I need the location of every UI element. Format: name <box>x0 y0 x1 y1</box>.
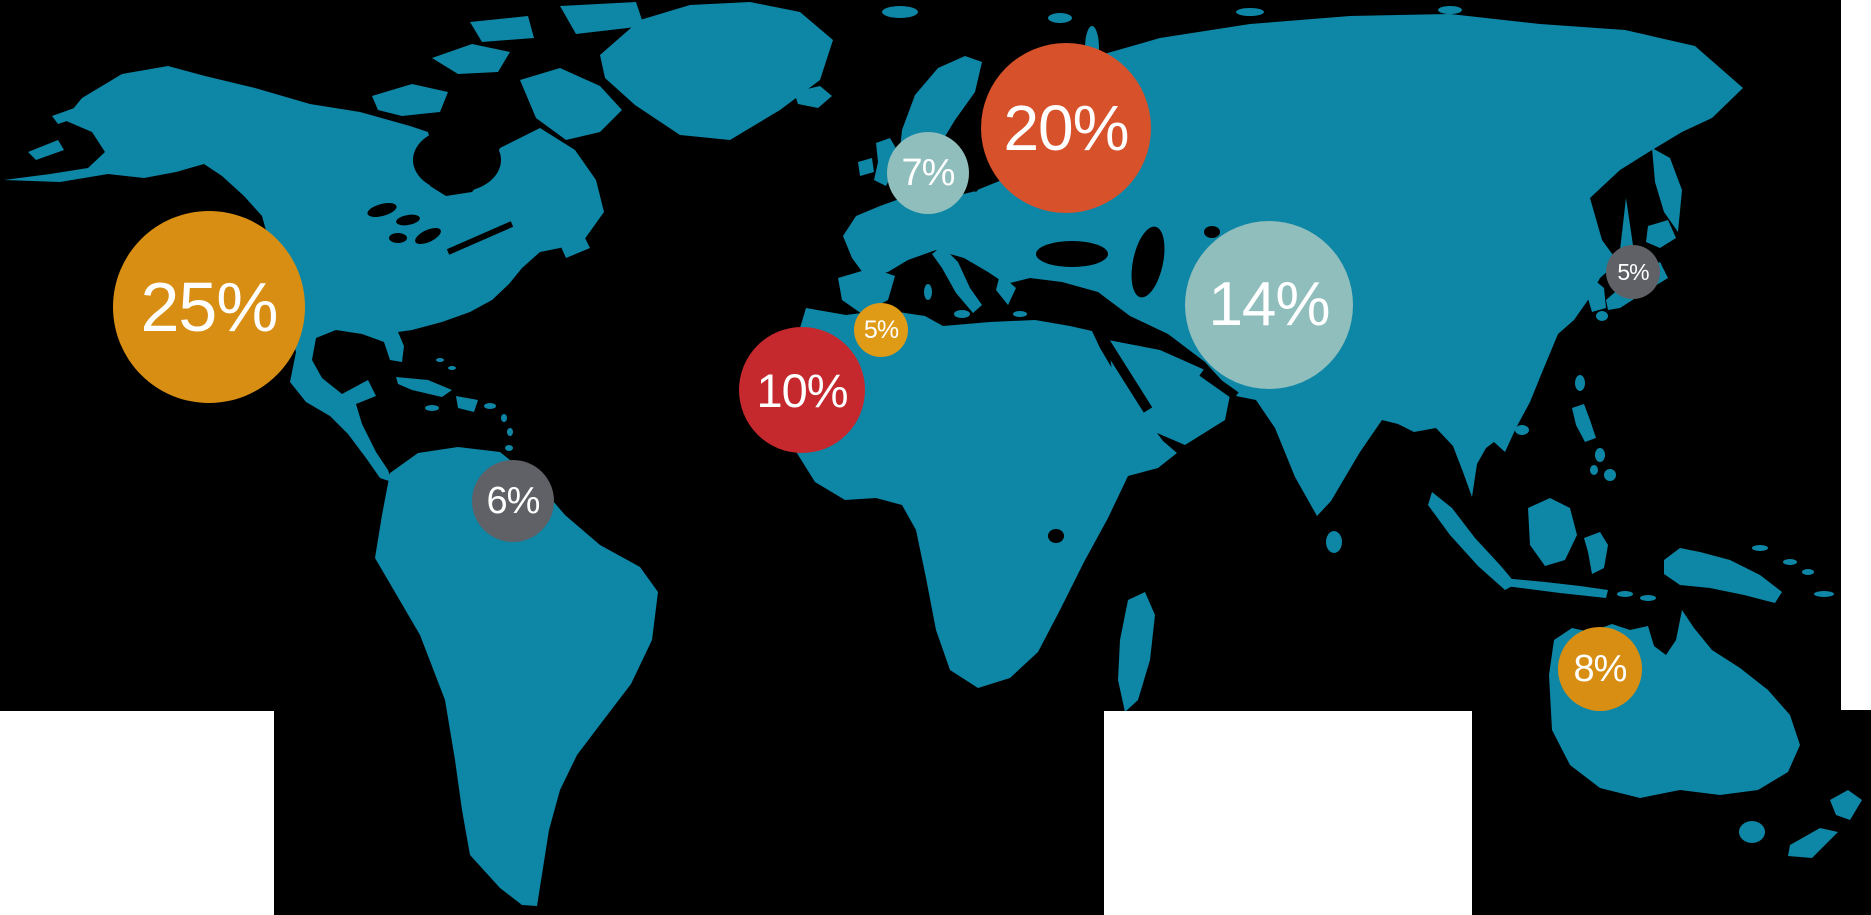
landmass-africa <box>785 308 1177 688</box>
aral-sea-water <box>1204 226 1220 238</box>
landmass-lesser-sunda-2 <box>1640 595 1656 601</box>
landmass-solomons-2 <box>1802 569 1814 575</box>
landmass-bahamas-2 <box>448 366 456 370</box>
hudson-bay-water <box>413 128 501 192</box>
red-sea-water <box>1095 331 1153 413</box>
bubble-australia: 8% <box>1558 627 1642 711</box>
landmass-sicily <box>954 310 970 318</box>
landmass-seward <box>52 106 82 124</box>
landmass-philippines-2 <box>1595 448 1605 462</box>
landmass-hokkaido <box>1646 220 1676 248</box>
landmass-italy <box>932 246 982 313</box>
bubble-eastern-europe-russia: 20% <box>981 43 1151 213</box>
landmass-newfoundland <box>558 232 590 258</box>
black-sea-water <box>1036 241 1108 267</box>
landmass-arctic-islands-1 <box>372 84 448 116</box>
landmass-svalbard <box>882 6 918 18</box>
landmass-new-zealand-north <box>1830 790 1862 820</box>
landmass-puerto-rico <box>484 403 496 409</box>
landmass-kamchatka <box>1652 148 1682 232</box>
landmass-ellesmere <box>560 2 644 34</box>
landmass-bahamas-1 <box>436 358 444 362</box>
landmass-antilles-3 <box>505 445 513 451</box>
landmass-java <box>1502 578 1608 598</box>
landmass-philippines-3 <box>1604 469 1616 481</box>
great-lake-3 <box>415 227 441 245</box>
landmass-kyushu <box>1596 311 1608 321</box>
st-lawrence-water <box>446 221 514 255</box>
landmass-arctic-islands-3 <box>470 16 534 42</box>
landmass-arctic-isle-1 <box>1048 13 1072 23</box>
landmass-new-guinea <box>1664 548 1782 603</box>
landmass-arctic-islands-2 <box>432 44 510 74</box>
landmass-south-america <box>375 447 658 906</box>
bubble-japan: 5% <box>1606 245 1660 299</box>
landmass-madagascar <box>1118 592 1155 712</box>
white-block-right <box>1841 0 1871 710</box>
landmass-crete <box>1013 311 1027 317</box>
landmass-baffin-island <box>520 68 622 140</box>
caspian-sea-water <box>1131 226 1165 298</box>
landmass-hispaniola <box>456 396 478 412</box>
landmass-bismarck <box>1752 545 1768 551</box>
great-lake-4 <box>389 233 407 243</box>
landmass-tasmania <box>1739 821 1765 843</box>
landmass-korea <box>1586 278 1606 312</box>
landmass-hainan <box>1515 425 1529 435</box>
bubble-south-america: 6% <box>472 460 554 542</box>
great-lake-1 <box>367 203 397 217</box>
landmass-new-zealand-south <box>1788 828 1838 858</box>
landmass-alaska-prong <box>28 140 64 160</box>
landmass-sulawesi <box>1584 532 1608 574</box>
landmass-sumatra <box>1428 492 1516 590</box>
landmass-philippines-luzon <box>1572 404 1596 442</box>
landmass-arabia <box>1108 340 1230 445</box>
landmass-philippines-4 <box>1590 465 1598 475</box>
landmass-ireland <box>858 158 874 176</box>
landmass-greenland <box>600 2 833 140</box>
foxe-basin-water <box>480 104 516 128</box>
landmass-taiwan <box>1575 375 1585 391</box>
lake-victoria-water <box>1048 529 1064 543</box>
landmass-lesser-sunda-1 <box>1617 591 1633 597</box>
landmass-sardinia <box>924 284 932 300</box>
bubble-northwest-africa: 5% <box>854 303 908 357</box>
landmass-north-america <box>4 66 604 482</box>
landmass-borneo <box>1528 498 1577 566</box>
bubble-northwestern-europe: 7% <box>887 132 969 214</box>
landmass-new-caledonia <box>1814 591 1834 597</box>
bubble-middle-east-central-asia: 14% <box>1185 221 1353 389</box>
bubble-west-africa: 10% <box>739 327 865 453</box>
great-lake-2 <box>396 214 420 226</box>
bubble-north-america: 25% <box>113 211 305 403</box>
landmass-arctic-isle-2 <box>1236 8 1264 16</box>
landmass-solomons-1 <box>1783 559 1797 565</box>
landmass-iceland <box>794 86 832 108</box>
landmass-cuba <box>396 377 452 397</box>
white-block-bottom-left <box>0 711 274 915</box>
landmass-sri-lanka <box>1326 531 1342 553</box>
landmass-antilles-2 <box>507 428 513 436</box>
persian-gulf-water <box>1199 368 1239 400</box>
landmass-greece <box>996 274 1016 305</box>
landmass-antilles-1 <box>501 414 507 422</box>
white-block-bottom-center <box>1104 711 1472 915</box>
landmass-iberia <box>838 268 895 314</box>
landmass-jamaica <box>425 405 439 411</box>
landmass-arctic-isle-3 <box>1438 6 1462 14</box>
